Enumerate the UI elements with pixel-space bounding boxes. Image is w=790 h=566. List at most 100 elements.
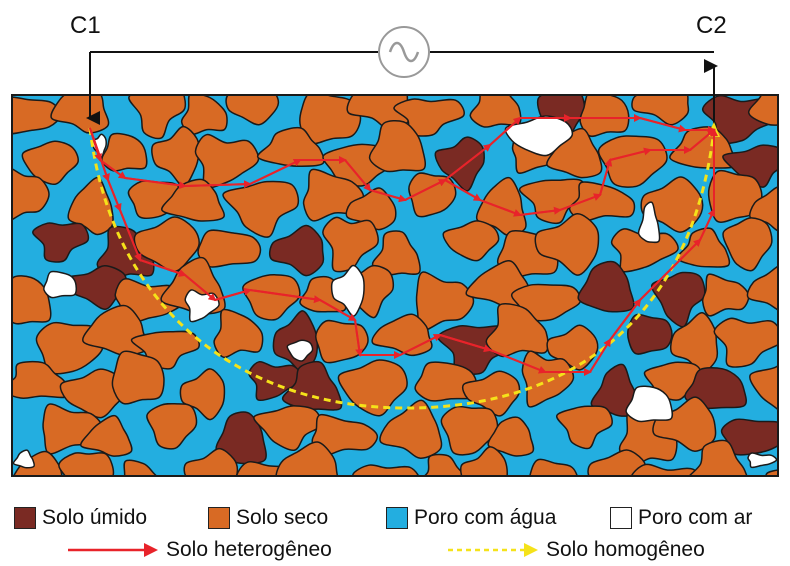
heterogeneous-path-arrow (599, 158, 613, 196)
dry-soil-grain (414, 361, 479, 402)
dry-soil-grain (59, 368, 127, 419)
dry-soil-grain (179, 368, 226, 421)
dry-soil-grain (222, 180, 300, 238)
air-pore (637, 201, 661, 244)
wet-soil-grain (281, 360, 343, 411)
heterogeneous-path-arrow (559, 193, 602, 211)
dry-soil-grain (368, 120, 427, 173)
heterogeneous-path-arrow (119, 209, 142, 262)
dry-soil-grain (707, 169, 763, 223)
dry-soil-grain (123, 459, 158, 476)
heterogeneous-path-arrow (489, 349, 547, 374)
dry-soil-grain (21, 140, 79, 185)
dry-soil-grain (58, 452, 115, 476)
legend-label-wet-soil: Solo úmido (42, 506, 148, 529)
dry-soil-grain (12, 96, 62, 135)
dry-soil-grain (579, 95, 630, 138)
dry-soil-grain (183, 447, 239, 476)
dry-soil-grain (128, 95, 187, 140)
dry-soil-grain (371, 230, 421, 276)
legend-item-dry-soil: Solo seco (208, 506, 328, 530)
heterogeneous-path-arrow (404, 179, 447, 201)
dry-soil-grain (746, 265, 778, 311)
dry-soil-grain (461, 370, 521, 417)
dry-soil-grain (80, 414, 133, 457)
heterogeneous-path-arrow (249, 289, 322, 304)
wet-soil-grain (684, 367, 747, 410)
wet-soil-swatch (14, 507, 36, 529)
wet-soil-grain (248, 360, 303, 402)
legend-item-heterogeneous: Solo heterogêneo (66, 538, 332, 562)
wet-soil-grain (268, 224, 325, 277)
heterogeneous-path-arrow (439, 334, 492, 353)
dry-soil-swatch (208, 507, 230, 529)
heterogeneous-path-arrow (107, 179, 122, 212)
legend-item-homogeneous: Solo homogêneo (446, 538, 705, 562)
dry-soil-grain (487, 416, 535, 457)
dry-soil-grain (587, 449, 647, 476)
dry-soil-grain (521, 350, 575, 408)
heterogeneous-path-arrow (609, 298, 642, 341)
heterogeneous-line-key (68, 543, 158, 557)
air-pore (747, 452, 778, 469)
dry-soil-grain (371, 313, 433, 357)
dry-soil-grain (194, 133, 260, 189)
dry-soil-grain (12, 275, 52, 325)
electrode-label-c1: C1 (70, 12, 101, 39)
heterogeneous-path-arrow (609, 147, 652, 161)
heterogeneous-path-arrow (249, 158, 302, 185)
dry-soil-grain (529, 458, 578, 476)
wet-soil-grain (722, 144, 778, 188)
legend-label-dry-soil: Solo seco (236, 506, 329, 529)
dry-soil-grain (345, 187, 397, 231)
heterogeneous-soil-paths (89, 114, 718, 376)
dry-soil-grain (151, 125, 200, 188)
heterogeneous-path-arrow (214, 287, 252, 301)
dry-soil-grain (722, 217, 773, 272)
dry-soil-grain (442, 220, 500, 262)
air-pore (12, 449, 36, 469)
air-pores (12, 115, 778, 469)
heterogeneous-path-arrow (489, 116, 522, 146)
legend-label-homogeneous: Solo homogêneo (546, 538, 705, 561)
heterogeneous-path-arrow (344, 159, 372, 192)
dry-soil-grain (12, 360, 70, 399)
dry-soil-grain (459, 446, 508, 476)
dry-soil-grain (311, 413, 379, 458)
soil-grains (12, 95, 778, 476)
air-pore-swatch (610, 507, 632, 529)
dry-soil-grain (225, 95, 280, 126)
wet-soil-grain (434, 136, 485, 192)
heterogeneous-path-arrow (699, 208, 716, 241)
dry-soil-grain (415, 271, 475, 332)
dry-soil-grain (275, 441, 339, 476)
dry-soil-grain (688, 439, 748, 476)
soil-box-border (11, 94, 779, 477)
air-pore (43, 270, 78, 299)
legend-label-air-pore: Poro com ar (638, 506, 753, 529)
dry-soil-grain (546, 127, 603, 179)
dry-soil-grain (146, 402, 198, 450)
air-pore (625, 385, 674, 423)
water-pore-swatch (386, 507, 408, 529)
heterogeneous-path-arrow (184, 274, 217, 302)
dry-soil-grain (12, 450, 63, 476)
heterogeneous-path-arrow (139, 259, 187, 277)
dry-soil-grain (440, 405, 499, 456)
legend-label-heterogeneous: Solo heterogêneo (166, 538, 332, 561)
heterogeneous-path-arrow (399, 334, 442, 356)
legend-item-wet-soil: Solo úmido (14, 506, 147, 530)
dry-soil-grain (197, 229, 262, 268)
air-pore (286, 339, 314, 362)
dry-soil-grain (556, 405, 613, 450)
dry-soil-grain (676, 227, 731, 268)
heterogeneous-path-arrow (639, 238, 702, 301)
heterogeneous-path-arrow (444, 143, 492, 181)
dry-soil-grain (298, 95, 362, 145)
homogeneous-soil-path (88, 127, 716, 410)
heterogeneous-path-arrow (354, 319, 364, 357)
dry-soil-grain (713, 317, 778, 368)
dry-soil-grain (701, 273, 750, 317)
dry-soil-grain (765, 469, 778, 476)
dry-soil-grain (337, 359, 408, 417)
